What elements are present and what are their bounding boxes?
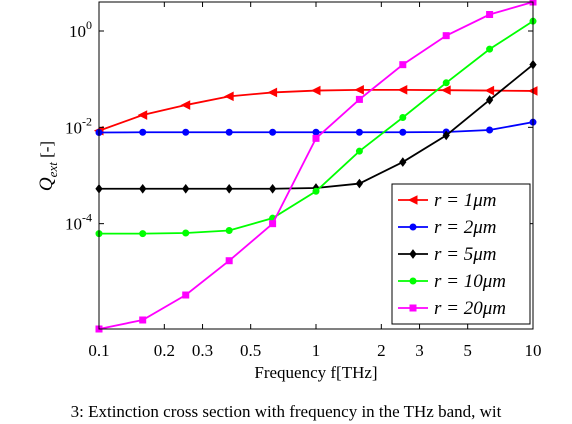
legend-item: r = 1μm [398, 190, 496, 211]
data-point [268, 183, 277, 194]
data-point [354, 85, 364, 95]
data-point [441, 85, 451, 96]
x-tick-label: 3 [415, 341, 424, 360]
legend-item: r = 10μm [398, 271, 506, 292]
x-tick-label: 2 [377, 341, 386, 360]
legend-label: r = 10μm [434, 271, 506, 292]
data-point [224, 91, 234, 102]
data-point [355, 95, 363, 103]
legend-marker [409, 277, 417, 285]
data-point [355, 147, 363, 155]
data-point [269, 128, 277, 136]
legend-label: r = 20μm [434, 298, 506, 319]
y-tick-label: 10-4 [65, 211, 92, 234]
data-point [182, 229, 190, 237]
legend-item: r = 5μm [398, 244, 496, 265]
data-point [312, 187, 320, 195]
x-tick-label: 0.3 [192, 341, 213, 360]
data-point [399, 157, 407, 167]
data-point [484, 85, 495, 96]
data-point [486, 45, 494, 53]
data-point [399, 61, 407, 69]
y-tick-label: 100 [69, 18, 92, 41]
data-point [267, 87, 278, 98]
legend-marker [407, 195, 418, 205]
y-tick-label: 10-2 [65, 114, 92, 137]
data-point [180, 100, 191, 110]
legend-label: r = 2μm [434, 217, 496, 238]
data-point [312, 128, 320, 136]
figure-caption: 3: Extinction cross section with frequen… [70, 402, 502, 421]
data-point [139, 230, 147, 238]
data-point [182, 183, 190, 194]
data-point [225, 128, 233, 136]
data-point [182, 128, 190, 136]
data-point [310, 85, 321, 96]
x-tick-label: 5 [463, 341, 472, 360]
data-point [486, 11, 494, 19]
x-tick-label: 0.5 [240, 341, 261, 360]
data-point [486, 126, 494, 134]
data-point [139, 316, 147, 324]
data-point [225, 257, 233, 265]
data-point [485, 95, 494, 105]
series-2 [95, 118, 537, 137]
data-point [442, 32, 450, 40]
data-point [355, 178, 364, 189]
legend-item: r = 2μm [398, 217, 496, 238]
legend: r = 1μm r = 2μm r = 5μm r = 10μm r = 20μm [391, 183, 531, 325]
x-tick-label: 0.2 [154, 341, 175, 360]
x-axis-label: Frequency f[THz] [254, 363, 377, 382]
x-tick-label: 10 [525, 341, 542, 360]
legend-label: r = 5μm [434, 244, 496, 265]
legend-marker [409, 249, 417, 259]
data-point [269, 220, 277, 228]
data-point [139, 128, 147, 136]
data-point [225, 183, 233, 194]
data-point [312, 134, 320, 142]
extinction-chart: 0.1 0.2 0.3 0.5 1 2 3 5 10 10-4 10-2 100 Frequency … [36, 0, 542, 382]
data-point [397, 85, 408, 95]
series-4 [95, 17, 537, 238]
data-point [442, 130, 450, 141]
axis-layer: 0.1 0.2 0.3 0.5 1 2 3 5 10 10-4 10-2 100 [65, 2, 542, 360]
data-point [399, 113, 407, 121]
data-point [355, 128, 363, 136]
data-point [399, 128, 407, 136]
y-axis-label: Qext [-] [36, 141, 60, 191]
x-tick-label: 0.1 [88, 341, 109, 360]
data-point [137, 110, 148, 120]
legend-marker [409, 223, 417, 231]
legend-label: r = 1μm [434, 190, 496, 211]
legend-item: r = 20μm [398, 298, 506, 319]
data-point [139, 183, 147, 194]
data-point [225, 227, 233, 235]
svg-text:Qext [-]: Qext [-] [36, 141, 60, 191]
x-tick-label: 1 [312, 341, 321, 360]
legend-marker [409, 304, 417, 312]
data-point [442, 79, 450, 87]
data-point [182, 291, 190, 299]
